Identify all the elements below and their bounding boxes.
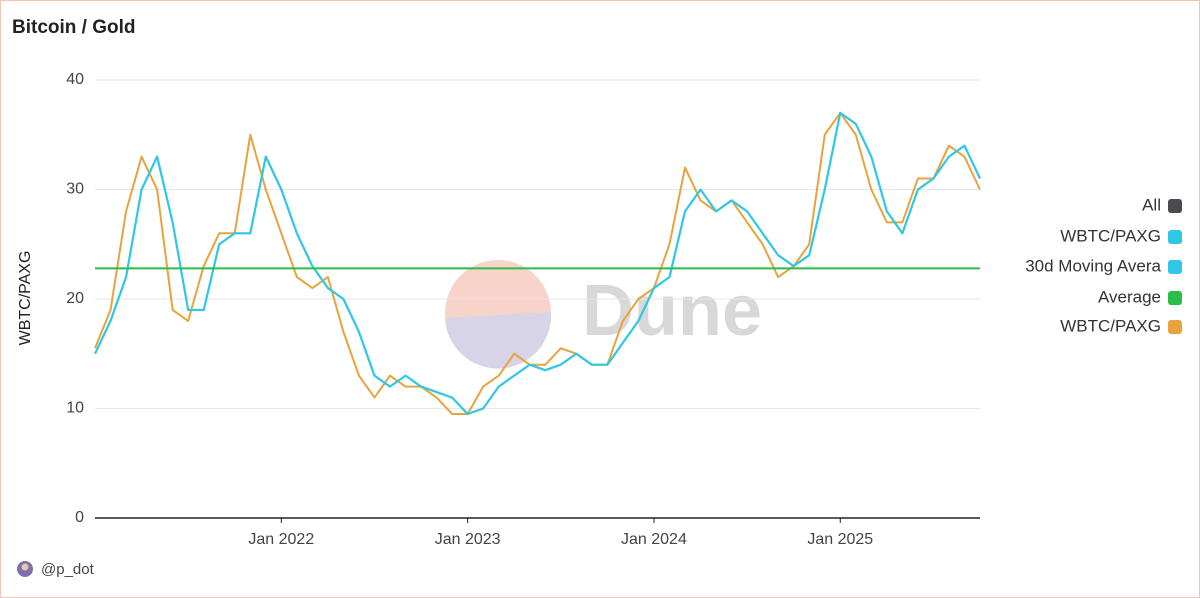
legend-swatch — [1168, 260, 1182, 274]
legend-swatch — [1168, 199, 1182, 213]
x-tick-label: Jan 2022 — [248, 531, 314, 548]
y-tick-label: 20 — [66, 290, 84, 307]
watermark: Dune — [582, 271, 762, 351]
x-tick-label: Jan 2025 — [807, 531, 873, 548]
watermark-logo — [445, 260, 552, 369]
y-tick-label: 40 — [66, 71, 84, 88]
series-line — [94, 111, 981, 415]
x-tick-label: Jan 2024 — [621, 531, 687, 548]
author — [17, 561, 33, 577]
legend-swatch — [1168, 230, 1182, 244]
legend-swatch — [1168, 291, 1182, 305]
author-name: @p_dot — [41, 561, 95, 578]
series-line — [94, 111, 981, 416]
legend-label: Average — [1098, 287, 1161, 306]
y-tick-label: 30 — [66, 181, 84, 198]
legend-swatch — [1168, 320, 1182, 334]
legend-label: All — [1142, 195, 1161, 214]
legend-label: WBTC/PAXG — [1060, 226, 1161, 245]
x-tick-label: Jan 2023 — [435, 531, 501, 548]
chart-title: Bitcoin / Gold — [12, 17, 136, 38]
legend-label: WBTC/PAXG — [1060, 316, 1161, 335]
y-tick-label: 10 — [66, 400, 84, 417]
legend-label: 30d Moving Avera — [1025, 256, 1161, 275]
y-tick-label: 0 — [75, 509, 84, 526]
y-axis-label: WBTC/PAXG — [17, 251, 34, 346]
